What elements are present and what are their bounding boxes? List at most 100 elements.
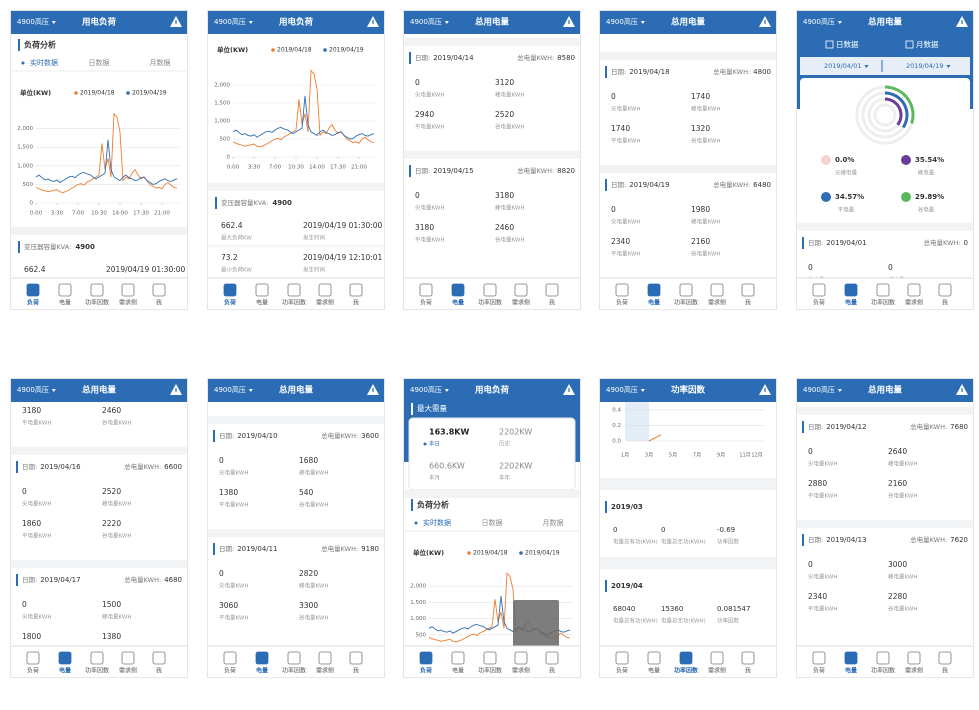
nav-icon[interactable] bbox=[223, 651, 237, 665]
nav-icon[interactable] bbox=[876, 283, 890, 297]
nav-icon[interactable] bbox=[514, 283, 528, 297]
nav-label[interactable]: 电量 bbox=[256, 299, 268, 307]
nav-icon[interactable] bbox=[679, 651, 693, 665]
nav-icon[interactable] bbox=[26, 283, 40, 297]
area-selector[interactable]: 4900高压 bbox=[17, 385, 49, 394]
nav-label[interactable]: 功率因数 bbox=[282, 667, 306, 675]
nav-icon[interactable] bbox=[483, 283, 497, 297]
nav-label[interactable]: 功率因数 bbox=[85, 667, 109, 675]
nav-icon[interactable] bbox=[647, 651, 661, 665]
tab[interactable]: 日数据 bbox=[89, 58, 110, 67]
nav-icon[interactable] bbox=[26, 651, 40, 665]
nav-icon[interactable] bbox=[844, 651, 858, 665]
nav-icon[interactable] bbox=[615, 651, 629, 665]
nav-label[interactable]: 需求侧 bbox=[512, 299, 530, 307]
nav-label[interactable]: 负荷 bbox=[27, 667, 39, 675]
nav-label[interactable]: 我 bbox=[745, 667, 751, 675]
nav-icon[interactable] bbox=[710, 283, 724, 297]
nav-label[interactable]: 我 bbox=[549, 667, 555, 675]
nav-icon[interactable] bbox=[844, 283, 858, 297]
nav-label[interactable]: 需求侧 bbox=[316, 299, 334, 307]
nav-label[interactable]: 电量 bbox=[648, 667, 660, 675]
nav-label[interactable]: 负荷 bbox=[616, 299, 628, 307]
nav-icon[interactable] bbox=[287, 651, 301, 665]
area-selector[interactable]: 4900高压 bbox=[214, 17, 246, 26]
nav-label[interactable]: 需求侧 bbox=[905, 667, 923, 675]
nav-label[interactable]: 功率因数 bbox=[85, 299, 109, 307]
nav-label[interactable]: 需求侧 bbox=[708, 299, 726, 307]
nav-icon[interactable] bbox=[451, 283, 465, 297]
nav-icon[interactable] bbox=[90, 283, 104, 297]
nav-icon[interactable] bbox=[152, 651, 166, 665]
nav-icon[interactable] bbox=[255, 651, 269, 665]
nav-label[interactable]: 电量 bbox=[452, 299, 464, 307]
tab[interactable]: 实时数据 bbox=[30, 58, 58, 67]
nav-label[interactable]: 我 bbox=[549, 299, 555, 307]
nav-icon[interactable] bbox=[349, 283, 363, 297]
nav-label[interactable]: 功率因数 bbox=[674, 299, 698, 307]
area-selector[interactable]: 4900高压 bbox=[606, 17, 638, 26]
nav-label[interactable]: 功率因数 bbox=[871, 667, 895, 675]
nav-label[interactable]: 需求侧 bbox=[119, 667, 137, 675]
nav-icon[interactable] bbox=[349, 651, 363, 665]
tab[interactable]: 实时数据 bbox=[423, 518, 451, 527]
nav-label[interactable]: 需求侧 bbox=[316, 667, 334, 675]
nav-label[interactable]: 负荷 bbox=[420, 299, 432, 307]
nav-label[interactable]: 我 bbox=[942, 667, 948, 675]
area-selector[interactable]: 4900高压 bbox=[803, 17, 835, 26]
nav-icon[interactable] bbox=[223, 283, 237, 297]
nav-label[interactable]: 电量 bbox=[59, 299, 71, 307]
nav-icon[interactable] bbox=[545, 283, 559, 297]
nav-label[interactable]: 负荷 bbox=[813, 667, 825, 675]
nav-icon[interactable] bbox=[90, 651, 104, 665]
tab[interactable]: 日数据 bbox=[482, 518, 503, 527]
nav-icon[interactable] bbox=[318, 651, 332, 665]
nav-icon[interactable] bbox=[58, 651, 72, 665]
nav-icon[interactable] bbox=[741, 651, 755, 665]
nav-icon[interactable] bbox=[318, 283, 332, 297]
nav-label[interactable]: 需求侧 bbox=[119, 299, 137, 307]
nav-label[interactable]: 功率因数 bbox=[478, 299, 502, 307]
nav-label[interactable]: 负荷 bbox=[813, 299, 825, 307]
nav-label[interactable]: 电量 bbox=[648, 299, 660, 307]
nav-icon[interactable] bbox=[514, 651, 528, 665]
nav-icon[interactable] bbox=[152, 283, 166, 297]
nav-label[interactable]: 负荷 bbox=[224, 299, 236, 307]
nav-label[interactable]: 电量 bbox=[59, 667, 71, 675]
nav-label[interactable]: 我 bbox=[156, 667, 162, 675]
nav-label[interactable]: 需求侧 bbox=[905, 299, 923, 307]
area-selector[interactable]: 4900高压 bbox=[606, 385, 638, 394]
area-selector[interactable]: 4900高压 bbox=[410, 17, 442, 26]
nav-icon[interactable] bbox=[419, 283, 433, 297]
tab[interactable]: 月数据 bbox=[150, 58, 171, 67]
nav-icon[interactable] bbox=[812, 283, 826, 297]
nav-label[interactable]: 功率因数 bbox=[478, 667, 502, 675]
nav-label[interactable]: 负荷 bbox=[420, 667, 432, 675]
nav-label[interactable]: 电量 bbox=[845, 667, 857, 675]
area-selector[interactable]: 4900高压 bbox=[803, 385, 835, 394]
nav-label[interactable]: 我 bbox=[353, 299, 359, 307]
nav-label[interactable]: 电量 bbox=[452, 667, 464, 675]
nav-label[interactable]: 功率因数 bbox=[674, 667, 699, 675]
nav-icon[interactable] bbox=[647, 283, 661, 297]
nav-label[interactable]: 功率因数 bbox=[871, 299, 895, 307]
tab[interactable]: 月数据 bbox=[543, 518, 564, 527]
area-selector[interactable]: 4900高压 bbox=[214, 385, 246, 394]
nav-label[interactable]: 负荷 bbox=[616, 667, 628, 675]
nav-icon[interactable] bbox=[121, 283, 135, 297]
nav-icon[interactable] bbox=[938, 283, 952, 297]
nav-label[interactable]: 负荷 bbox=[224, 667, 236, 675]
nav-label[interactable]: 我 bbox=[156, 299, 162, 307]
nav-icon[interactable] bbox=[545, 651, 559, 665]
area-selector[interactable]: 4900高压 bbox=[17, 17, 49, 26]
nav-label[interactable]: 需求侧 bbox=[708, 667, 726, 675]
nav-label[interactable]: 我 bbox=[745, 299, 751, 307]
nav-icon[interactable] bbox=[483, 651, 497, 665]
nav-icon[interactable] bbox=[812, 651, 826, 665]
nav-icon[interactable] bbox=[741, 283, 755, 297]
tab[interactable]: 日数据 bbox=[836, 39, 859, 49]
nav-icon[interactable] bbox=[679, 283, 693, 297]
nav-icon[interactable] bbox=[876, 651, 890, 665]
nav-icon[interactable] bbox=[907, 283, 921, 297]
nav-icon[interactable] bbox=[907, 651, 921, 665]
